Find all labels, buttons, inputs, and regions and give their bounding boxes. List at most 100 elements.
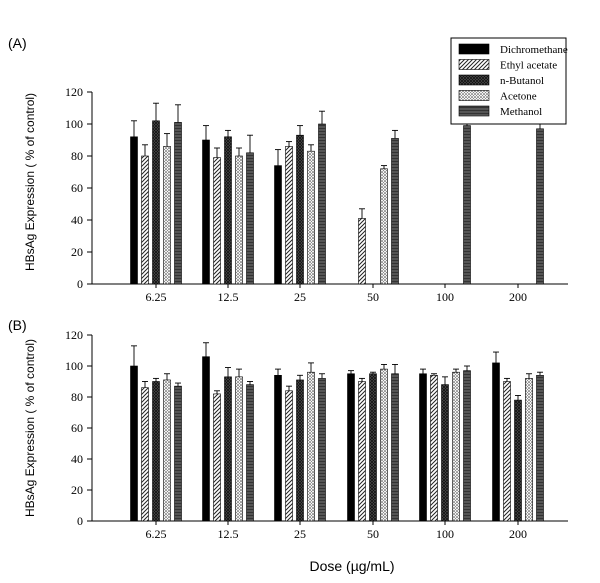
bar-acetone-100 [452, 371, 460, 522]
panel-a-label: (A) [8, 35, 27, 51]
bar-ethyl-acetate-12.5 [213, 393, 221, 522]
bar-ethyl-acetate-6.25 [141, 387, 149, 522]
bar-acetone-25 [307, 371, 315, 522]
panel-b-label: (B) [8, 317, 27, 333]
bar-methanol-6.25 [174, 122, 182, 285]
bar-acetone-6.25 [163, 379, 171, 522]
legend: Dichromethane Ethyl acetate n-Butanol Aceto… [450, 37, 568, 125]
bar-dichromethane-12.5 [202, 356, 210, 522]
y-tick-label: 120 [65, 85, 83, 99]
bar-dichromethane-12.5 [202, 139, 210, 285]
bar-methanol-200 [536, 374, 544, 522]
bar-methanol-50 [391, 138, 399, 285]
y-tick-label: 100 [65, 117, 83, 131]
x-tick-label: 6.25 [146, 290, 167, 304]
bar-n-butanol-200 [514, 399, 522, 522]
y-tick-label: 60 [71, 181, 83, 195]
bar-ethyl-acetate-6.25 [141, 155, 149, 285]
legend-swatch [458, 90, 490, 101]
y-tick-label: 20 [71, 245, 83, 259]
bar-ethyl-acetate-25 [285, 390, 293, 522]
bar-methanol-100 [463, 125, 471, 285]
y-tick-label: 0 [77, 277, 83, 291]
bar-acetone-12.5 [235, 155, 243, 285]
bar-methanol-6.25 [174, 385, 182, 522]
bar-ethyl-acetate-200 [503, 381, 511, 522]
panel-a-y-ticks: 0 20 40 60 80 100 120 [65, 85, 92, 291]
legend-swatch [458, 74, 490, 86]
y-tick-label: 120 [65, 328, 83, 342]
panel-a-x-ticks: 6.25 12.5 25 50 100 200 [146, 284, 527, 304]
y-tick-label: 100 [65, 359, 83, 373]
bar-acetone-6.25 [163, 146, 171, 285]
bar-ethyl-acetate-25 [285, 146, 293, 285]
bar-acetone-200 [525, 378, 533, 522]
y-tick-label: 20 [71, 483, 83, 497]
legend-label: Methanol [500, 106, 542, 118]
bar-ethyl-acetate-12.5 [213, 157, 221, 285]
bar-ethyl-acetate-50 [358, 381, 366, 522]
bar-methanol-25 [318, 123, 326, 285]
panel-a-bars [130, 102, 544, 285]
bar-dichromethane-25 [274, 374, 282, 522]
y-tick-label: 40 [71, 452, 83, 466]
y-tick-label: 80 [71, 149, 83, 163]
legend-swatch [458, 105, 490, 117]
bar-n-butanol-50 [369, 373, 377, 522]
bar-ethyl-acetate-100 [430, 374, 438, 522]
bar-methanol-25 [318, 378, 326, 522]
bar-n-butanol-6.25 [152, 381, 160, 522]
legend-label: n-Butanol [500, 75, 544, 87]
x-axis-title: Dose (µg/mL) [309, 558, 394, 574]
x-tick-label: 12.5 [218, 290, 239, 304]
panel-a-y-axis-title: HBsAg Expression ( % of control) [23, 93, 37, 271]
bar-methanol-50 [391, 373, 399, 522]
legend-entries: Dichromethane Ethyl acetate n-Butanol Aceto… [458, 43, 568, 118]
bar-n-butanol-25 [296, 379, 304, 522]
bar-dichromethane-100 [419, 373, 427, 522]
x-tick-label: 25 [294, 527, 306, 541]
bar-n-butanol-25 [296, 134, 304, 285]
legend-swatch [458, 59, 490, 70]
x-tick-label: 100 [436, 527, 454, 541]
panel-b-y-axis-title: HBsAg Expression ( % of control) [23, 339, 37, 517]
bar-dichromethane-200 [492, 362, 500, 522]
bar-methanol-200 [536, 128, 544, 285]
y-tick-label: 60 [71, 421, 83, 435]
bar-n-butanol-12.5 [224, 136, 232, 285]
bar-acetone-50 [380, 168, 388, 285]
x-tick-label: 100 [436, 290, 454, 304]
x-tick-label: 200 [509, 527, 527, 541]
x-tick-label: 50 [367, 290, 379, 304]
y-tick-label: 40 [71, 213, 83, 227]
bar-methanol-12.5 [246, 152, 254, 285]
bar-ethyl-acetate-50 [358, 218, 366, 285]
legend-label: Ethyl acetate [500, 60, 557, 72]
bar-n-butanol-6.25 [152, 120, 160, 285]
bar-dichromethane-6.25 [130, 365, 138, 522]
bar-n-butanol-100 [441, 384, 449, 522]
legend-label: Acetone [500, 91, 537, 103]
panel-a-chart: (A) 0 20 40 60 80 100 120 6.25 12.5 25 50 100 200 [8, 35, 568, 304]
y-tick-label: 80 [71, 390, 83, 404]
bar-dichromethane-50 [347, 373, 355, 522]
x-tick-label: 200 [509, 290, 527, 304]
panel-b-y-ticks: 0 20 40 60 80 100 120 [65, 328, 92, 528]
panel-b-bars [130, 342, 544, 522]
bar-acetone-50 [380, 368, 388, 522]
bar-acetone-25 [307, 150, 315, 285]
bar-dichromethane-25 [274, 165, 282, 285]
panel-b-chart: (B) 0 20 40 60 80 100 120 6.25 12.5 25 50 100 200 [8, 317, 568, 541]
bar-methanol-12.5 [246, 384, 254, 522]
x-tick-label: 25 [294, 290, 306, 304]
x-tick-label: 6.25 [146, 527, 167, 541]
x-tick-label: 50 [367, 527, 379, 541]
bar-methanol-100 [463, 370, 471, 522]
legend-label: Dichromethane [500, 44, 568, 56]
bar-dichromethane-6.25 [130, 136, 138, 285]
legend-swatch [458, 43, 490, 55]
y-tick-label: 0 [77, 514, 83, 528]
bar-n-butanol-12.5 [224, 376, 232, 522]
panel-b-x-ticks: 6.25 12.5 25 50 100 200 [146, 521, 527, 541]
